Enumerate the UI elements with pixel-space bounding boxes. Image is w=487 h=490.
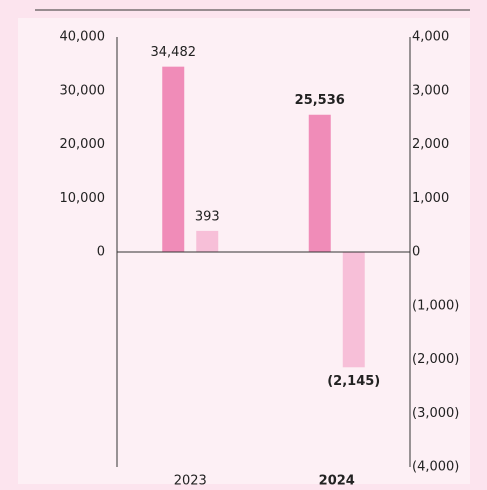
bar (308, 114, 331, 252)
x-tick-label: 2024 (319, 474, 355, 489)
x-tick-label: 2023 (174, 474, 207, 489)
y-tick-label: 10,000 (60, 191, 106, 206)
data-label: (2,145) (327, 374, 380, 389)
y2-tick-label: 4,000 (412, 30, 449, 45)
y-tick-label: 30,000 (60, 83, 106, 98)
y2-tick-label: 1,000 (412, 191, 449, 206)
bar (196, 230, 219, 252)
y-tick-label: 40,000 (60, 30, 106, 45)
y2-tick-label: (4,000) (412, 460, 459, 475)
bar (342, 252, 365, 368)
y-tick-label: 0 (97, 245, 105, 260)
bar (162, 66, 185, 253)
y2-tick-label: 2,000 (412, 137, 449, 152)
y2-tick-label: (1,000) (412, 298, 459, 313)
y-tick-label: 20,000 (60, 137, 106, 152)
y2-tick-label: 0 (412, 245, 420, 260)
data-label: 25,536 (295, 93, 345, 108)
plot-panel (18, 18, 470, 484)
data-label: 393 (195, 209, 220, 224)
y2-tick-label: (3,000) (412, 406, 459, 421)
y2-tick-label: 3,000 (412, 83, 449, 98)
data-label: 34,482 (151, 45, 197, 60)
y2-tick-label: (2,000) (412, 352, 459, 367)
